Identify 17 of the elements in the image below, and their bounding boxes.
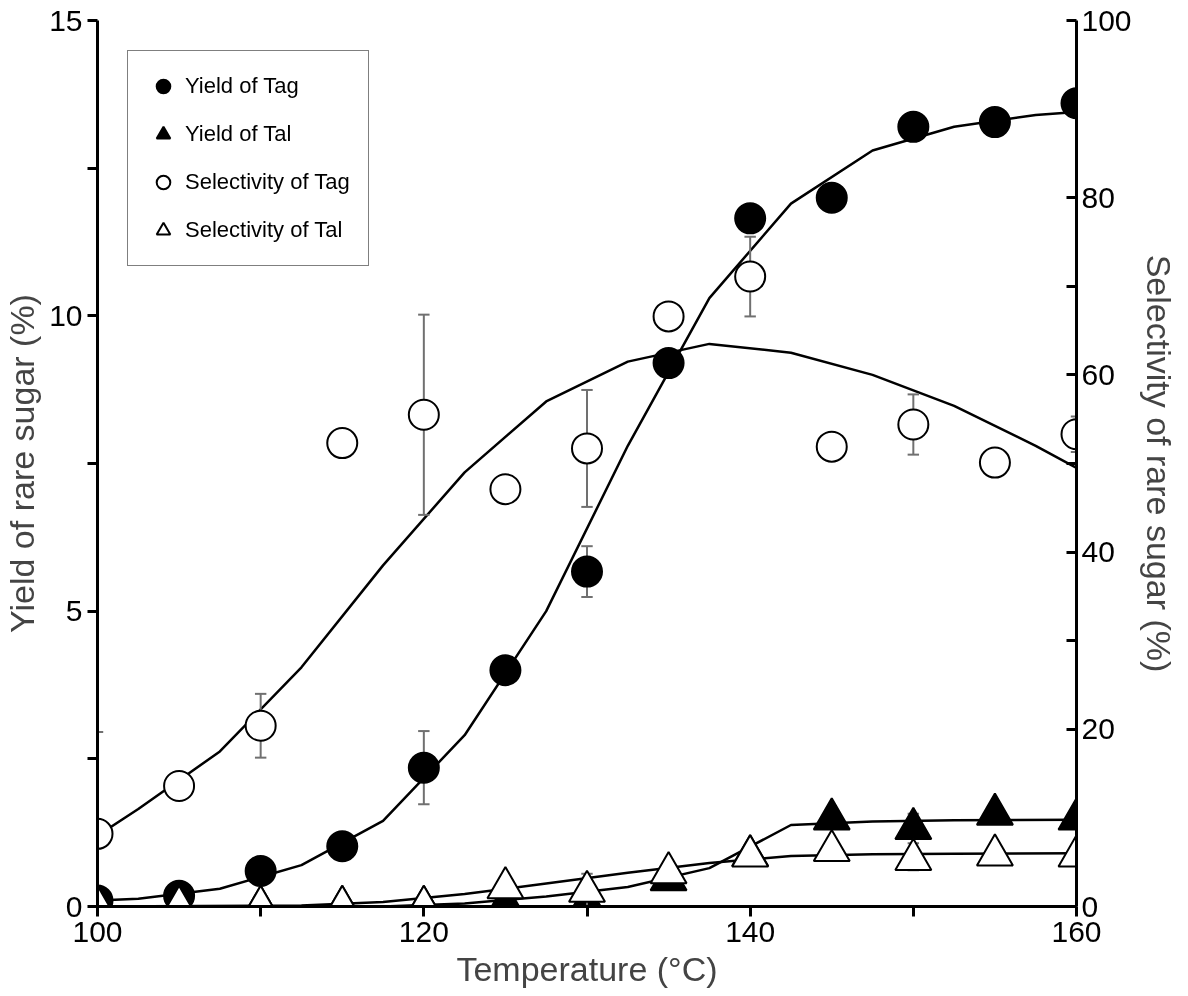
y-axis-title: Yield of rare sugar (%) <box>3 294 42 633</box>
legend-label: Selectivity of Tag <box>185 169 350 195</box>
y-tick-label: 10 <box>49 298 83 332</box>
x-tick-label: 120 <box>398 914 449 948</box>
y2-axis-title: Selectivity of rare sugar (%) <box>1139 254 1178 673</box>
legend-label: Yield of Tag <box>185 73 299 99</box>
y2-tick-label: 60 <box>1081 357 1115 391</box>
y2-tick-label: 100 <box>1081 3 1132 37</box>
y2-tick-label: 40 <box>1081 535 1115 569</box>
x-axis-title: Temperature (°C) <box>456 949 718 988</box>
legend-label: Yield of Tal <box>185 121 292 147</box>
x-tick-label: 140 <box>725 914 776 948</box>
y-tick-label: 5 <box>65 594 83 628</box>
y-tick-label: 15 <box>49 3 83 37</box>
legend-label: Selectivity of Tal <box>185 217 343 243</box>
y2-tick-label: 80 <box>1081 180 1115 214</box>
y2-tick-label: 20 <box>1081 712 1115 746</box>
